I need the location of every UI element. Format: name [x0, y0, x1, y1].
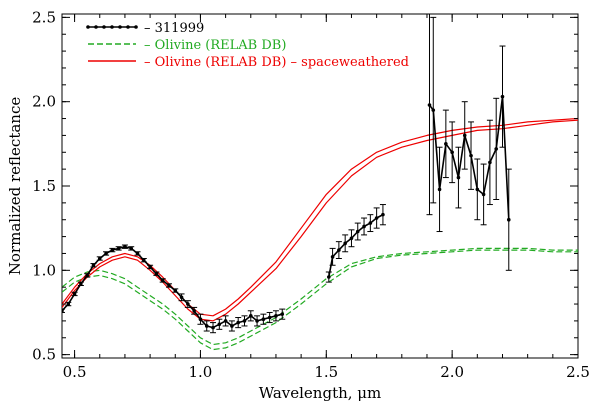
y-tick-label: 2.0 [32, 93, 56, 111]
data-point [135, 251, 140, 256]
data-point [368, 221, 373, 225]
data-point [248, 314, 253, 318]
data-point [267, 315, 272, 320]
legend-marker [126, 25, 130, 29]
data-point [242, 319, 247, 323]
legend-marker [134, 25, 138, 29]
data-point [427, 103, 432, 107]
data-point [261, 317, 266, 322]
series-line [62, 247, 578, 346]
data-point [129, 246, 134, 251]
data-point [123, 244, 127, 249]
tick-layer: 0.5 1.0 1.5 2.0 2.5 0.5 1.0 1.5 2.0 2.5 [32, 8, 590, 381]
data-point [179, 295, 184, 300]
series-layer [62, 14, 578, 351]
data-point [456, 175, 461, 180]
data-point [104, 251, 108, 256]
series-line [62, 119, 578, 322]
legend-label: – 311999 [144, 21, 204, 36]
data-point [500, 94, 505, 99]
legend-marker [86, 25, 90, 29]
data-point [280, 312, 285, 316]
data-point [355, 229, 360, 234]
data-point [167, 283, 171, 288]
data-point [223, 319, 228, 323]
data-point [110, 248, 115, 252]
data-point [469, 153, 473, 158]
data-point [186, 302, 190, 306]
data-point [437, 187, 442, 192]
legend-label: – Olivine (RELAB DB) [144, 38, 286, 53]
data-point [192, 308, 196, 313]
data-point [274, 314, 278, 318]
data-point [97, 256, 102, 261]
legend-marker [118, 25, 122, 29]
data-point [431, 108, 436, 112]
legend-marker [110, 25, 114, 29]
data-point [79, 282, 83, 286]
data-point [72, 292, 77, 296]
data-point [462, 133, 467, 138]
data-point [85, 273, 89, 278]
data-point [142, 258, 146, 262]
data-point [330, 255, 335, 259]
data-point [475, 187, 480, 192]
data-point [374, 216, 379, 220]
data-point [327, 275, 331, 279]
data-point [450, 150, 454, 155]
data-point [211, 325, 215, 330]
y-axis-title: Normalized reflectance [6, 97, 24, 276]
series-line-311999 [428, 95, 510, 220]
y-tick-label: 1.0 [32, 261, 56, 279]
x-axis-title: Wavelength, μm [259, 384, 382, 402]
x-tick-label: 2.5 [566, 363, 590, 381]
y-tick-label: 1.5 [32, 177, 56, 195]
series-line [62, 117, 578, 317]
data-point [62, 308, 64, 313]
series-line [62, 249, 578, 351]
legend-label: – Olivine (RELAB DB) – spaceweathered [144, 55, 409, 70]
y-tick-label: 0.5 [32, 346, 56, 364]
data-point [173, 288, 178, 293]
data-point [236, 320, 240, 325]
data-point [217, 322, 222, 327]
data-point [362, 224, 366, 229]
data-point [66, 302, 71, 306]
data-point [349, 236, 354, 241]
data-point [204, 324, 209, 328]
legend-marker [102, 25, 106, 29]
data-point [481, 192, 486, 197]
series-line-311999 [328, 213, 384, 278]
data-point [255, 319, 259, 323]
data-point [343, 241, 347, 246]
plot-area [62, 14, 578, 351]
x-tick-label: 1.0 [189, 363, 213, 381]
data-point [154, 271, 159, 276]
legend-marker [94, 25, 98, 29]
data-point [337, 248, 341, 252]
data-point [494, 147, 498, 151]
legend: – 311999 – Olivine (RELAB DB) – Olivine (R… [86, 21, 409, 70]
data-point [381, 212, 385, 217]
data-point [230, 324, 234, 328]
data-point [198, 317, 203, 322]
data-point [160, 278, 165, 283]
data-point [506, 217, 511, 222]
x-tick-label: 2.0 [440, 363, 464, 381]
data-point [444, 142, 448, 146]
data-point [148, 265, 152, 269]
data-point [488, 160, 492, 165]
x-tick-label: 0.5 [63, 363, 87, 381]
data-point [91, 263, 96, 268]
x-tick-label: 1.5 [314, 363, 338, 381]
y-tick-label: 2.5 [32, 8, 56, 26]
data-point [116, 246, 121, 251]
